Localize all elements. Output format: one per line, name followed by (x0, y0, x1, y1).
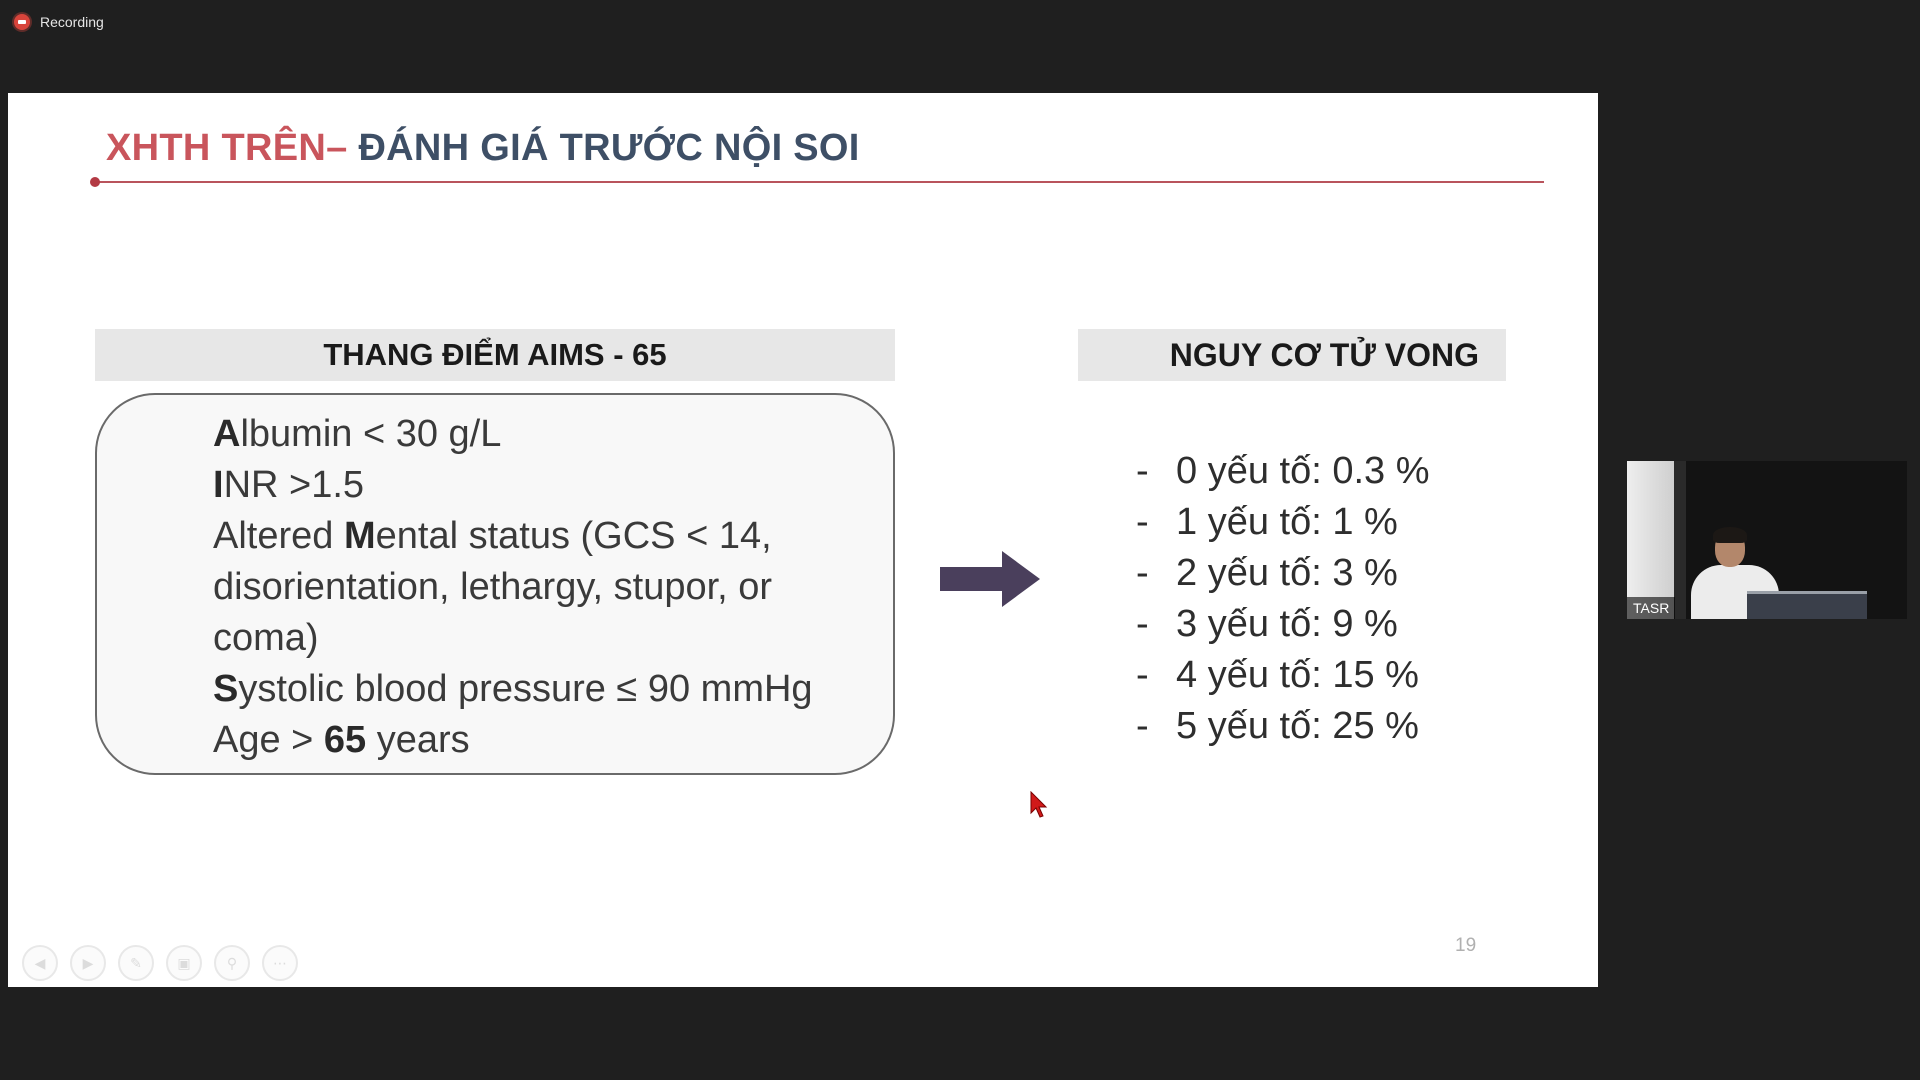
presentation-slide: XHTH TRÊN– ĐÁNH GIÁ TRƯỚC NỘI SOI THANG … (8, 93, 1598, 987)
pen-icon: ✎ (130, 954, 142, 971)
list-item: -5 yếu tố: 25 % (1136, 705, 1419, 747)
aims65-header: THANG ĐIỂM AIMS - 65 (95, 329, 895, 381)
next-slide-button[interactable]: ▶ (70, 945, 106, 981)
prev-icon: ◀ (34, 954, 46, 971)
mouse-cursor-icon (1030, 791, 1048, 818)
mortality-risk-list: -0 yếu tố: 0.3 % -1 yếu tố: 1 % -2 yếu t… (1136, 446, 1430, 752)
title-underline-dot (90, 177, 100, 187)
slide-page-number: 19 (1455, 935, 1477, 956)
criterion-age: Age > 65 years (213, 719, 470, 761)
more-icon: ⋯ (273, 954, 287, 971)
record-icon (14, 14, 30, 30)
slide-nav-controls: ◀ ▶ ✎ ▣ ⚲ ⋯ (22, 945, 298, 981)
slide-title-part2: ĐÁNH GIÁ TRƯỚC NỘI SOI (358, 127, 860, 169)
pen-tool-button[interactable]: ✎ (118, 945, 154, 981)
zoom-icon: ⚲ (226, 954, 238, 971)
criterion-mental-status: Altered Mental status (GCS < 14, (213, 515, 772, 557)
next-icon: ▶ (82, 954, 94, 971)
aims65-criteria-box: Albumin < 30 g/L INR >1.5 Altered Mental… (95, 393, 895, 775)
right-arrow-icon (940, 551, 1040, 607)
list-item: -1 yếu tố: 1 % (1136, 501, 1398, 543)
list-item: -4 yếu tố: 15 % (1136, 654, 1419, 696)
list-item: -3 yếu tố: 9 % (1136, 603, 1398, 645)
speaker-hair (1713, 527, 1747, 543)
list-item: -2 yếu tố: 3 % (1136, 552, 1398, 594)
title-underline (94, 181, 1544, 183)
criterion-mental-status-line2: disorientation, lethargy, stupor, or (213, 566, 773, 608)
criterion-albumin: Albumin < 30 g/L (213, 413, 502, 455)
participant-name-tag: TASR (1627, 597, 1676, 619)
webcam-background-screen (1627, 461, 1674, 619)
recording-label: Recording (40, 14, 104, 30)
more-options-button[interactable]: ⋯ (262, 945, 298, 981)
zoom-button[interactable]: ⚲ (214, 945, 250, 981)
webcam-thumbnail[interactable]: TASR (1627, 461, 1907, 619)
webcam-shadow (1674, 461, 1686, 619)
slide-title-part1: XHTH TRÊN– (106, 127, 359, 169)
slides-icon: ▣ (177, 954, 191, 971)
speaker-podium (1747, 591, 1867, 619)
prev-slide-button[interactable]: ◀ (22, 945, 58, 981)
see-all-slides-button[interactable]: ▣ (166, 945, 202, 981)
list-item: -0 yếu tố: 0.3 % (1136, 450, 1430, 492)
mortality-risk-header: NGUY CƠ TỬ VONG (1078, 329, 1506, 381)
criterion-mental-status-line3: coma) (213, 617, 319, 659)
criterion-systolic: Systolic blood pressure ≤ 90 mmHg (213, 668, 813, 710)
criterion-inr: INR >1.5 (213, 464, 365, 506)
recording-indicator[interactable]: Recording (14, 14, 104, 30)
slide-title: XHTH TRÊN– ĐÁNH GIÁ TRƯỚC NỘI SOI (106, 127, 860, 170)
